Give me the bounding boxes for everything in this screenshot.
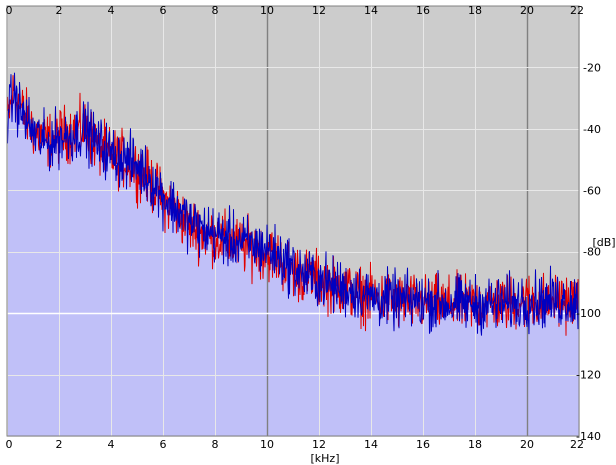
y-tick-label: -140 bbox=[576, 430, 601, 443]
x-tick-label-bottom: 4 bbox=[108, 438, 115, 451]
x-tick-label-bottom: 10 bbox=[260, 438, 274, 451]
y-tick-label: -100 bbox=[576, 307, 601, 320]
x-tick-label-top: 16 bbox=[416, 4, 430, 17]
x-tick-label-top: 4 bbox=[108, 4, 115, 17]
x-tick-label-bottom: 6 bbox=[160, 438, 167, 451]
y-tick-label: -40 bbox=[583, 123, 601, 136]
x-tick-label-top: 8 bbox=[212, 4, 219, 17]
x-tick-label-top: 18 bbox=[468, 4, 482, 17]
x-tick-label-top: 12 bbox=[312, 4, 326, 17]
x-tick-label-top: 2 bbox=[56, 4, 63, 17]
x-ticks-bottom: 0 2 4 6 8 10 12 14 16 18 20 22 bbox=[6, 438, 585, 451]
x-tick-label-bottom: 12 bbox=[312, 438, 326, 451]
x-tick-label-bottom: 20 bbox=[520, 438, 534, 451]
x-tick-label-bottom: 16 bbox=[416, 438, 430, 451]
x-ticks-top: 0 2 4 6 8 10 12 14 16 18 20 22 bbox=[6, 4, 585, 17]
x-tick-label-bottom: 0 bbox=[6, 438, 13, 451]
x-tick-label-top: 22 bbox=[570, 4, 584, 17]
y-tick-label: -120 bbox=[576, 369, 601, 382]
y-tick-label: -80 bbox=[583, 246, 601, 259]
x-tick-label-bottom: 2 bbox=[56, 438, 63, 451]
x-tick-label-bottom: 8 bbox=[212, 438, 219, 451]
x-tick-label-top: 0 bbox=[6, 4, 13, 17]
x-tick-label-bottom: 14 bbox=[364, 438, 378, 451]
x-tick-label-bottom: 18 bbox=[468, 438, 482, 451]
series-blue-line bbox=[6, 72, 580, 336]
x-axis-unit: [kHz] bbox=[311, 452, 340, 465]
x-tick-label-top: 10 bbox=[260, 4, 274, 17]
y-ticks: -20 -40 -60 -80 -100 -120 -140 bbox=[576, 61, 601, 443]
x-tick-label-bottom: 22 bbox=[570, 438, 584, 451]
x-tick-label-top: 14 bbox=[364, 4, 378, 17]
y-tick-label: -60 bbox=[583, 184, 601, 197]
x-tick-label-top: 6 bbox=[160, 4, 167, 17]
y-axis-unit: [dB] bbox=[592, 236, 615, 249]
x-tick-label-top: 20 bbox=[520, 4, 534, 17]
y-tick-label: -20 bbox=[583, 61, 601, 74]
plot-frame bbox=[6, 5, 580, 437]
